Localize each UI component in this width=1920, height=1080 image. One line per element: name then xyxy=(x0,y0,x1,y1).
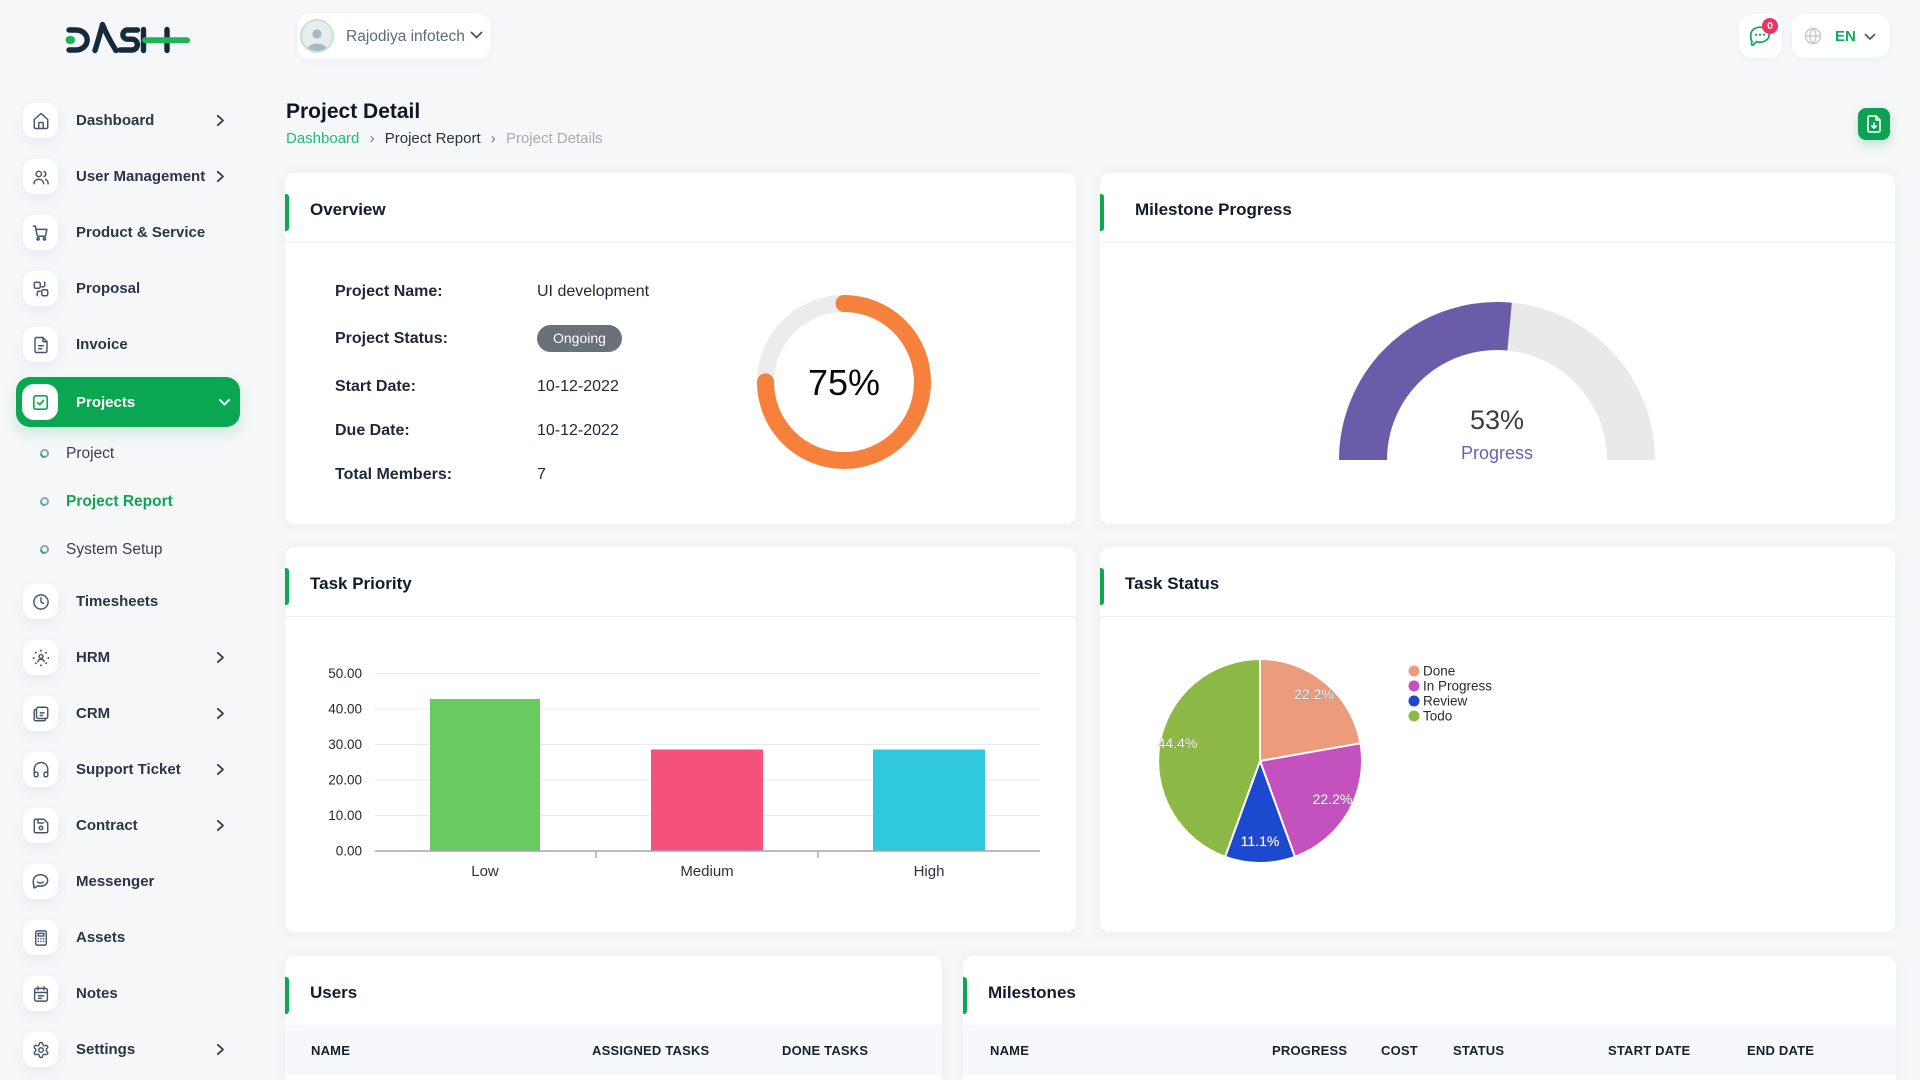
svg-text:75%: 75% xyxy=(808,362,880,403)
svg-text:In Progress: In Progress xyxy=(1423,679,1492,694)
svg-text:44.4%: 44.4% xyxy=(1158,735,1198,751)
svg-text:Medium: Medium xyxy=(680,863,733,880)
svg-text:53%: 53% xyxy=(1470,405,1524,435)
svg-text:Low: Low xyxy=(471,863,499,880)
svg-text:30.00: 30.00 xyxy=(328,737,362,752)
svg-text:22.2%: 22.2% xyxy=(1294,686,1334,702)
svg-text:Todo: Todo xyxy=(1423,709,1452,724)
svg-text:50.00: 50.00 xyxy=(328,666,362,681)
svg-text:0.00: 0.00 xyxy=(336,844,362,859)
svg-text:Review: Review xyxy=(1423,694,1468,709)
svg-text:Done: Done xyxy=(1423,664,1455,679)
svg-text:Progress: Progress xyxy=(1461,443,1533,463)
svg-text:22.2%: 22.2% xyxy=(1313,791,1353,807)
svg-text:11.1%: 11.1% xyxy=(1241,833,1280,849)
svg-text:10.00: 10.00 xyxy=(328,808,362,823)
svg-text:40.00: 40.00 xyxy=(328,702,362,717)
svg-text:High: High xyxy=(914,863,945,880)
svg-text:20.00: 20.00 xyxy=(328,773,362,788)
